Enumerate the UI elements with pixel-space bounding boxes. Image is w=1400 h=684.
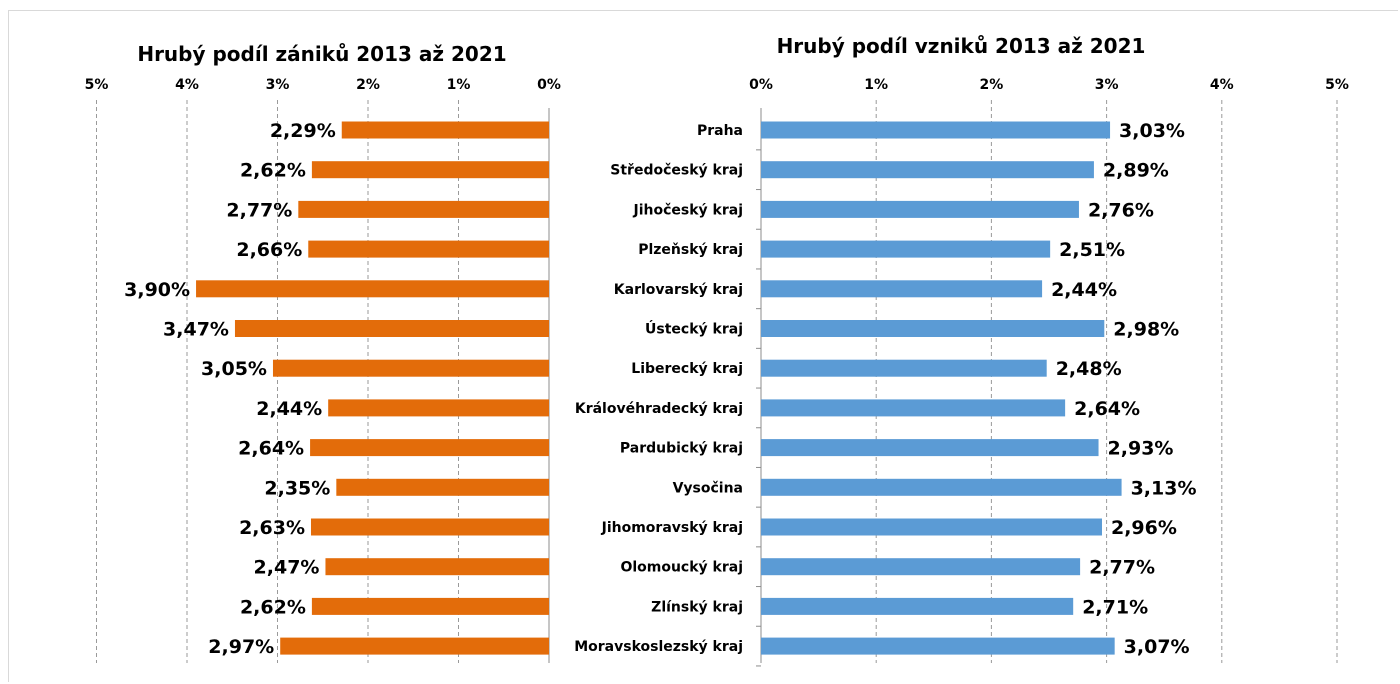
left-chart-zaniku: 0% 1% 2% 3% 4% 5% 2,29% 2,62% 2,77% 2,66% 3,90% 3,4… xyxy=(85,77,561,663)
left-chart-tick-label: 3% xyxy=(266,77,290,93)
right-chart-category-label: Olomoucký kraj xyxy=(620,560,743,576)
left-chart-bar xyxy=(310,518,549,536)
left-chart-bar xyxy=(341,121,549,139)
right-chart-bar xyxy=(761,597,1074,615)
left-chart-bar xyxy=(328,399,549,417)
right-chart-tick-label: 4% xyxy=(1210,77,1234,93)
left-chart-data-label: 2,47% xyxy=(254,557,320,579)
right-chart-data-label: 2,44% xyxy=(1051,279,1117,301)
right-chart-category-label: Zlínský kraj xyxy=(651,599,743,615)
left-chart-data-label: 2,63% xyxy=(239,517,305,539)
left-chart-bar xyxy=(272,359,549,377)
right-chart-data-label: 2,93% xyxy=(1108,438,1174,460)
right-chart-tick-label: 0% xyxy=(749,77,773,93)
left-chart-data-label: 2,29% xyxy=(270,120,336,142)
left-chart-bar xyxy=(311,161,549,179)
right-chart-data-label: 3,07% xyxy=(1124,636,1190,658)
right-chart-category-label: Liberecký kraj xyxy=(631,361,743,377)
right-chart-category-label: Pardubický kraj xyxy=(620,441,743,457)
right-chart-category-label: Plzeňský kraj xyxy=(638,242,743,258)
left-chart-data-label: 3,47% xyxy=(163,319,229,341)
left-chart-bar xyxy=(308,240,549,258)
chart-frame xyxy=(8,10,1398,682)
right-chart-bar xyxy=(761,200,1079,218)
left-chart-data-label: 2,97% xyxy=(208,636,274,658)
right-chart-category-label: Praha xyxy=(697,123,743,139)
right-chart-bar xyxy=(761,161,1094,179)
right-chart-bar xyxy=(761,637,1115,655)
right-chart-data-label: 2,77% xyxy=(1089,557,1155,579)
right-chart-data-label: 2,64% xyxy=(1074,398,1140,420)
right-chart-bar xyxy=(761,518,1102,536)
right-chart-data-label: 2,98% xyxy=(1113,319,1179,341)
right-chart-bar xyxy=(761,399,1066,417)
right-chart-category-label: Vysočina xyxy=(673,480,743,496)
left-chart-bar xyxy=(311,597,549,615)
right-chart-bar xyxy=(761,240,1051,258)
left-chart-bar xyxy=(196,280,550,298)
left-chart-bar xyxy=(325,558,549,576)
left-chart-tick-label: 0% xyxy=(537,77,561,93)
left-chart-bar xyxy=(234,320,549,337)
right-chart-data-label: 2,96% xyxy=(1111,517,1177,539)
right-chart-tick-label: 3% xyxy=(1095,77,1119,93)
right-chart-category-label: Středočeský kraj xyxy=(610,163,743,179)
right-chart-bar xyxy=(761,439,1099,457)
right-chart-category-label: Jihomoravský kraj xyxy=(601,520,743,536)
left-chart-data-label: 2,44% xyxy=(256,398,322,420)
right-chart-vzniku: 0% 1% 2% 3% 4% 5% 3,03% Praha 2,89% Středočeský k… xyxy=(574,77,1349,667)
right-chart-title: Hrubý podíl vzniků 2013 až 2021 xyxy=(777,34,1146,58)
left-chart-data-label: 2,62% xyxy=(240,160,306,182)
left-chart-bar xyxy=(336,478,549,496)
right-chart-data-label: 2,48% xyxy=(1056,358,1122,380)
left-chart-data-label: 2,66% xyxy=(236,239,302,261)
right-chart-tick-label: 1% xyxy=(864,77,888,93)
right-chart-bar xyxy=(761,280,1043,298)
right-chart-bar xyxy=(761,359,1047,377)
left-chart-bar xyxy=(298,200,549,218)
left-chart-data-label: 2,62% xyxy=(240,596,306,618)
left-chart-tick-label: 1% xyxy=(447,77,471,93)
right-chart-data-label: 2,51% xyxy=(1059,239,1125,261)
right-chart-category-label: Královéhradecký kraj xyxy=(575,401,743,417)
right-chart-data-label: 2,71% xyxy=(1082,596,1148,618)
left-chart-tick-label: 4% xyxy=(175,77,199,93)
right-chart-category-label: Karlovarský kraj xyxy=(614,282,743,298)
left-chart-data-label: 2,77% xyxy=(226,199,292,221)
right-chart-category-label: Moravskoslezský kraj xyxy=(574,639,743,655)
left-chart-data-label: 3,05% xyxy=(201,358,267,380)
right-chart-bar xyxy=(761,320,1105,337)
left-chart-data-label: 2,35% xyxy=(264,477,330,499)
right-chart-data-label: 3,13% xyxy=(1131,477,1197,499)
right-chart-data-label: 2,76% xyxy=(1088,199,1154,221)
right-chart-category-label: Jihočeský kraj xyxy=(633,202,744,218)
left-chart-data-label: 2,64% xyxy=(238,438,304,460)
right-chart-bar xyxy=(761,558,1081,576)
left-chart-bar xyxy=(280,637,549,655)
right-chart-data-label: 2,89% xyxy=(1103,160,1169,182)
left-chart-tick-label: 5% xyxy=(85,77,109,93)
left-chart-tick-label: 2% xyxy=(356,77,380,93)
right-chart-tick-label: 5% xyxy=(1325,77,1349,93)
right-chart-tick-label: 2% xyxy=(980,77,1004,93)
right-chart-data-label: 3,03% xyxy=(1119,120,1185,142)
right-chart-category-label: Ústecký kraj xyxy=(645,320,743,338)
left-chart-bar xyxy=(310,439,549,457)
left-chart-title: Hrubý podíl zániků 2013 až 2021 xyxy=(137,42,506,66)
left-chart-data-label: 3,90% xyxy=(124,279,190,301)
right-chart-bar xyxy=(761,121,1111,139)
right-chart-bar xyxy=(761,478,1122,496)
